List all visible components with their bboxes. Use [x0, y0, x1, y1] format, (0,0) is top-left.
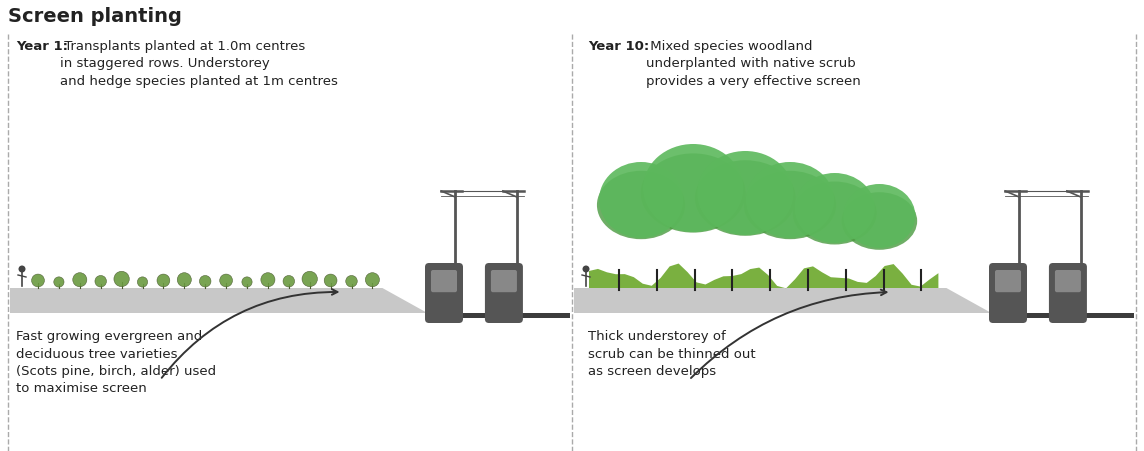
- Circle shape: [283, 276, 294, 287]
- Circle shape: [302, 272, 317, 287]
- Circle shape: [32, 274, 45, 287]
- FancyBboxPatch shape: [426, 263, 463, 323]
- Text: Mixed species woodland
underplanted with native scrub
provides a very effective : Mixed species woodland underplanted with…: [646, 40, 860, 88]
- Ellipse shape: [643, 144, 744, 232]
- Ellipse shape: [597, 171, 685, 239]
- Ellipse shape: [694, 160, 796, 236]
- Circle shape: [582, 266, 589, 272]
- Circle shape: [137, 277, 148, 287]
- Ellipse shape: [746, 162, 834, 238]
- Circle shape: [95, 276, 106, 287]
- Ellipse shape: [843, 184, 915, 248]
- Ellipse shape: [599, 162, 683, 238]
- FancyBboxPatch shape: [1055, 270, 1081, 292]
- FancyBboxPatch shape: [431, 270, 456, 292]
- Ellipse shape: [698, 151, 793, 235]
- Polygon shape: [10, 288, 570, 316]
- Ellipse shape: [795, 173, 875, 243]
- Circle shape: [220, 274, 232, 287]
- Polygon shape: [432, 313, 570, 318]
- Ellipse shape: [842, 192, 917, 250]
- FancyBboxPatch shape: [995, 270, 1020, 292]
- Text: Transplants planted at 1.0m centres
in staggered rows. Understorey
and hedge spe: Transplants planted at 1.0m centres in s…: [59, 40, 337, 88]
- Circle shape: [324, 274, 337, 287]
- Ellipse shape: [641, 153, 746, 233]
- Circle shape: [241, 277, 252, 287]
- Circle shape: [345, 276, 357, 287]
- Polygon shape: [589, 263, 938, 288]
- Text: Screen planting: Screen planting: [8, 7, 182, 26]
- Text: Fast growing evergreen and
deciduous tree varieties
(Scots pine, birch, alder) u: Fast growing evergreen and deciduous tre…: [16, 330, 216, 396]
- Circle shape: [157, 274, 169, 287]
- Circle shape: [73, 273, 87, 287]
- FancyBboxPatch shape: [990, 263, 1027, 323]
- Circle shape: [54, 277, 64, 287]
- Polygon shape: [574, 288, 1134, 316]
- Circle shape: [261, 273, 275, 287]
- Circle shape: [177, 273, 191, 287]
- Ellipse shape: [744, 171, 836, 239]
- Text: Year 1:: Year 1:: [16, 40, 67, 53]
- FancyBboxPatch shape: [491, 270, 517, 292]
- Ellipse shape: [793, 181, 876, 244]
- Circle shape: [199, 276, 210, 287]
- FancyBboxPatch shape: [1049, 263, 1087, 323]
- Circle shape: [18, 266, 25, 272]
- Circle shape: [365, 273, 380, 287]
- Circle shape: [114, 272, 129, 287]
- Text: Year 10:: Year 10:: [588, 40, 650, 53]
- Polygon shape: [996, 313, 1134, 318]
- FancyBboxPatch shape: [485, 263, 523, 323]
- Text: Thick understorey of
scrub can be thinned out
as screen develops: Thick understorey of scrub can be thinne…: [588, 330, 756, 378]
